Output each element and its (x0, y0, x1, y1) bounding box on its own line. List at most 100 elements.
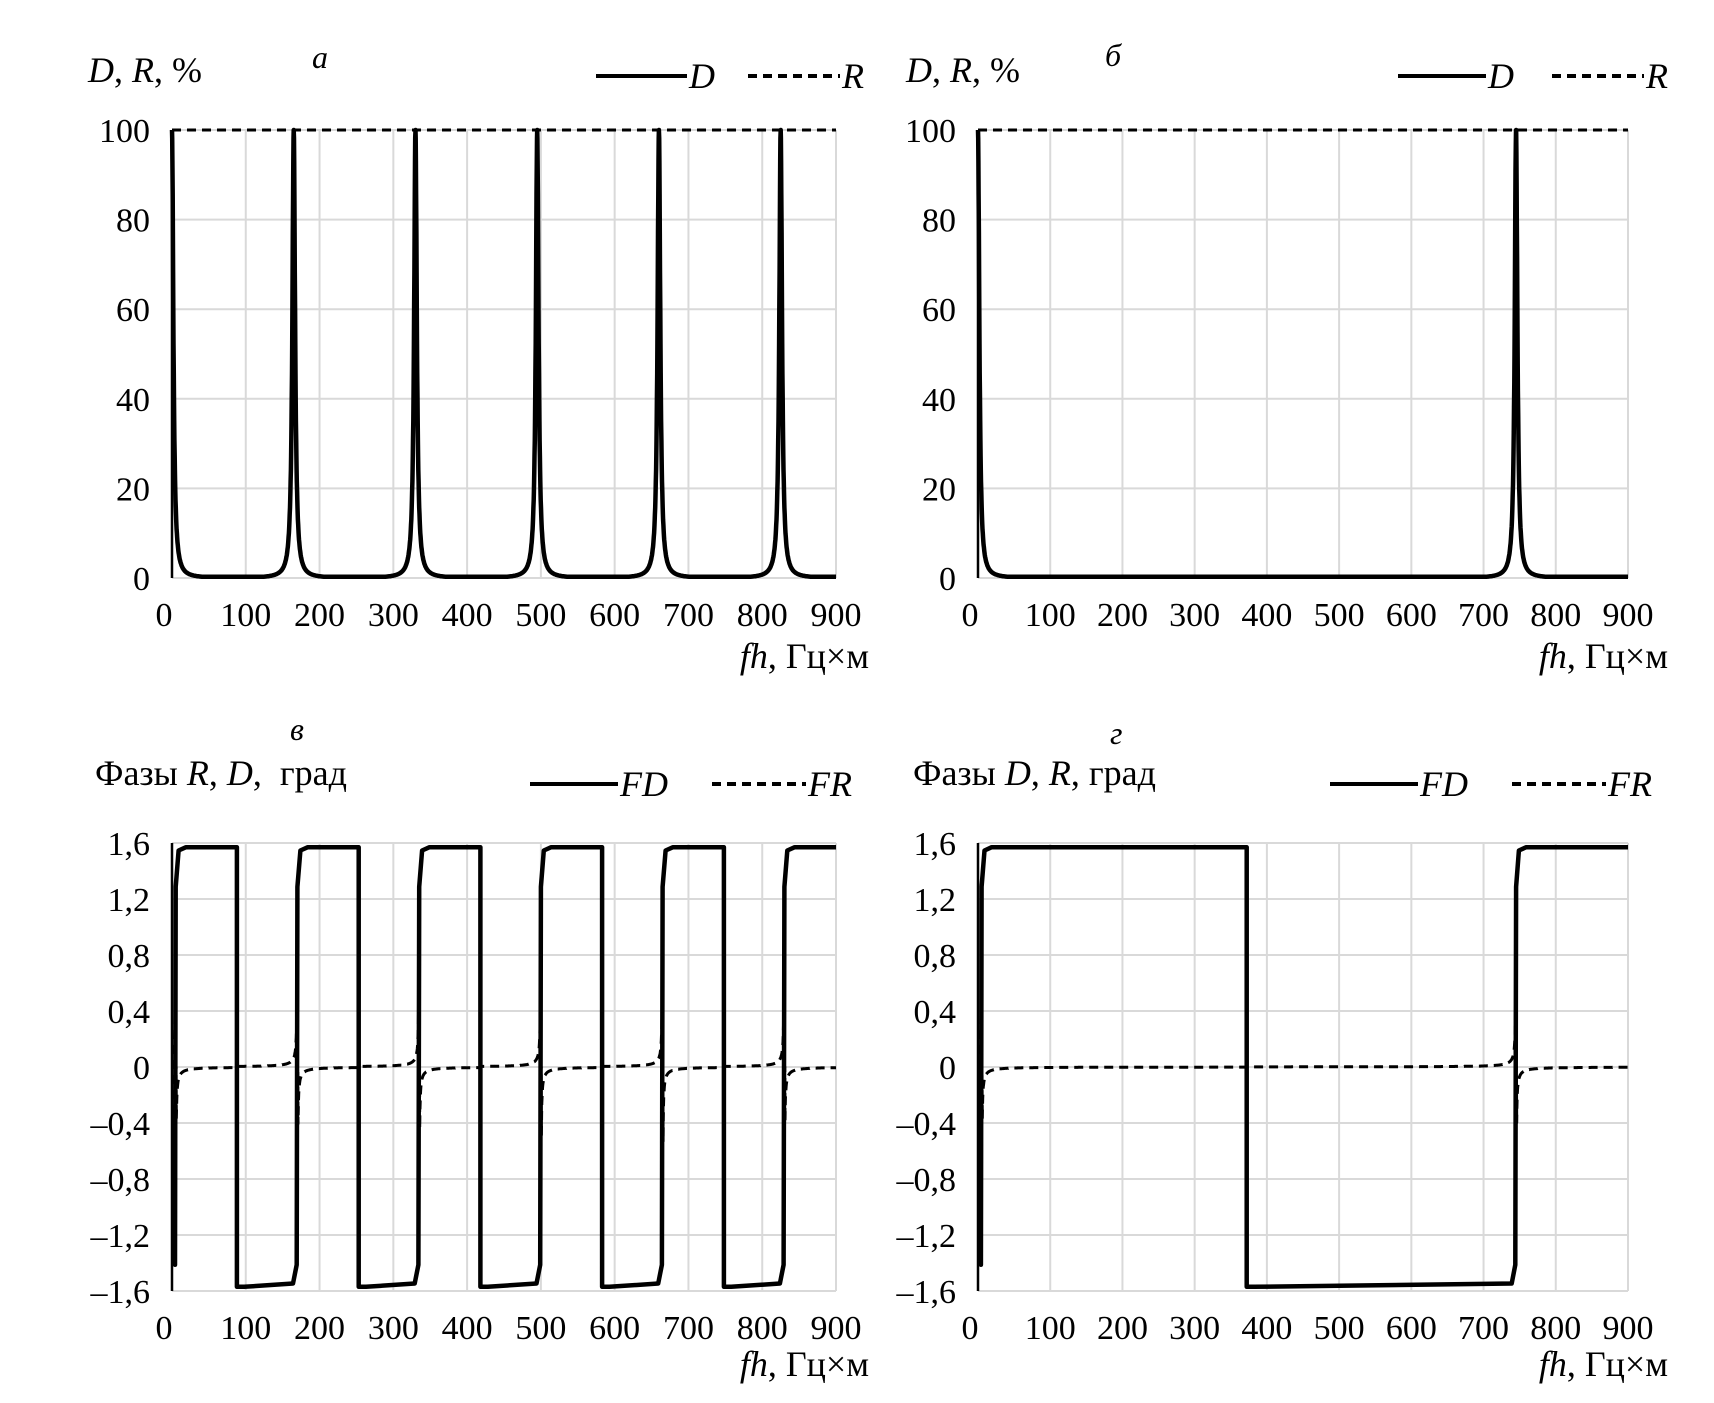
legend-label-r: R (841, 56, 864, 96)
x-tick-label: 300 (1169, 597, 1220, 634)
x-tick-label: 900 (811, 597, 862, 634)
x-tick-label: 100 (220, 597, 271, 634)
x-tick-label: 200 (1097, 1310, 1148, 1347)
y-tick-label: –1,2 (90, 1218, 151, 1255)
y-axis-label: D, R, % (905, 50, 1020, 90)
x-axis-label-part: fh (1539, 1344, 1567, 1384)
y-tick-label: 0,4 (914, 994, 957, 1031)
y-tick-label: 80 (922, 203, 956, 240)
legend-label-d: D (688, 56, 715, 96)
x-axis-label-part: fh (740, 1344, 768, 1384)
y-tick-label: 1,2 (108, 882, 151, 919)
chart-panel-г: –1,6 –1,2 –0,8 –0,4 0 0,4 0,8 1,2 1,6 0 100 200 300 4… (896, 715, 1669, 1384)
y-axis-label-part: , % (154, 50, 202, 90)
x-tick-label: 300 (368, 1310, 419, 1347)
y-axis-label-part: R (131, 50, 154, 90)
series-line-d (975, 127, 1631, 579)
x-tick-label: 700 (1458, 1310, 1509, 1347)
y-tick-label: –1,6 (90, 1274, 151, 1311)
x-tick-label: 800 (1530, 1310, 1581, 1347)
x-axis-label-part: , Гц×м (1567, 1344, 1668, 1384)
y-tick-label: 60 (116, 292, 150, 329)
x-axis-label: fh, Гц×м (740, 636, 869, 676)
y-axis-label-part: , (114, 50, 132, 90)
y-tick-label: –1,2 (896, 1218, 957, 1255)
x-tick-label: 400 (1241, 597, 1292, 634)
y-tick-label: 0 (939, 561, 956, 598)
x-tick-label: 300 (368, 597, 419, 634)
series-line-fd (977, 844, 1628, 1290)
x-axis-label-part: , Гц×м (768, 1344, 869, 1384)
panel-label: в (290, 711, 304, 747)
legend: FD FR (1330, 764, 1652, 804)
series-line-d (169, 127, 839, 579)
legend-label-fd: FD (619, 764, 668, 804)
y-axis-label-part: , град (253, 753, 347, 793)
x-tick-label: 100 (220, 1310, 271, 1347)
y-tick-label: 1,6 (108, 826, 151, 863)
y-tick-label: 60 (922, 292, 956, 329)
gridlines (172, 129, 837, 579)
x-tick-label: 0 (156, 1310, 173, 1347)
x-tick-label: 800 (737, 1310, 788, 1347)
x-tick-label: 600 (589, 1310, 640, 1347)
y-axis-label-part: Фазы (913, 753, 1005, 793)
panel-label: а (312, 39, 328, 75)
y-axis-label-part: R (1048, 753, 1071, 793)
x-tick-label: 500 (1314, 1310, 1365, 1347)
y-tick-label: 80 (116, 203, 150, 240)
x-tick-label: 400 (442, 1310, 493, 1347)
y-tick-label: –0,8 (90, 1162, 151, 1199)
chart-panel-а: 0 20 40 60 80 100 0 100 200 300 400 500 600 700 800 900… (87, 39, 869, 676)
x-tick-label: 800 (737, 597, 788, 634)
y-tick-label: 20 (116, 471, 150, 508)
y-axis-label-part: D (87, 50, 114, 90)
y-axis-label-part: , (209, 753, 227, 793)
legend-label-r: R (1645, 56, 1668, 96)
x-tick-label: 600 (589, 597, 640, 634)
x-axis-label-part: fh (1539, 636, 1567, 676)
x-axis-label-part: fh (740, 636, 768, 676)
x-tick-label: 500 (1314, 597, 1365, 634)
panel-label: б (1105, 37, 1122, 73)
gridlines (978, 129, 1629, 579)
x-tick-label: 900 (1603, 1310, 1654, 1347)
y-axis-label-part: R (186, 753, 209, 793)
x-tick-label: 100 (1025, 1310, 1076, 1347)
gridlines (978, 842, 1629, 1292)
y-axis-label-part: , град (1071, 753, 1156, 793)
x-tick-label: 700 (1458, 597, 1509, 634)
x-axis-label: fh, Гц×м (1539, 1344, 1668, 1384)
legend-label-fd: FD (1419, 764, 1468, 804)
x-axis-label: fh, Гц×м (1539, 636, 1668, 676)
legend-label-fr: FR (807, 764, 852, 804)
x-axis-label-part: , Гц×м (1567, 636, 1668, 676)
x-tick-label: 900 (811, 1310, 862, 1347)
x-tick-label: 400 (1241, 1310, 1292, 1347)
x-axis-label-part: , Гц×м (768, 636, 869, 676)
y-tick-label: 100 (99, 113, 150, 150)
y-axis-label-part: , (932, 50, 950, 90)
y-axis-label-part: D (905, 50, 932, 90)
x-tick-label: 100 (1025, 597, 1076, 634)
y-tick-label: 1,6 (914, 826, 957, 863)
y-tick-label: –0,4 (896, 1106, 957, 1143)
y-tick-label: 1,2 (914, 882, 957, 919)
panel-label: г (1110, 715, 1122, 751)
chart-panel-б: 0 20 40 60 80 100 0 100 200 300 400 500 600 700 800 900… (905, 37, 1668, 676)
y-axis-label-part: , (1031, 753, 1049, 793)
x-tick-label: 800 (1530, 597, 1581, 634)
x-tick-label: 600 (1386, 1310, 1437, 1347)
y-tick-label: 40 (922, 382, 956, 419)
x-tick-label: 200 (294, 1310, 345, 1347)
x-tick-label: 500 (515, 597, 566, 634)
y-tick-label: 0,8 (914, 938, 957, 975)
legend: FD FR (530, 764, 852, 804)
legend-label-fr: FR (1607, 764, 1652, 804)
y-tick-label: 100 (905, 113, 956, 150)
chart-panel-в: –1,6 –1,2 –0,8 –0,4 0 0,4 0,8 1,2 1,6 0 100 200 300 4… (90, 711, 870, 1384)
y-tick-label: –0,8 (896, 1162, 957, 1199)
